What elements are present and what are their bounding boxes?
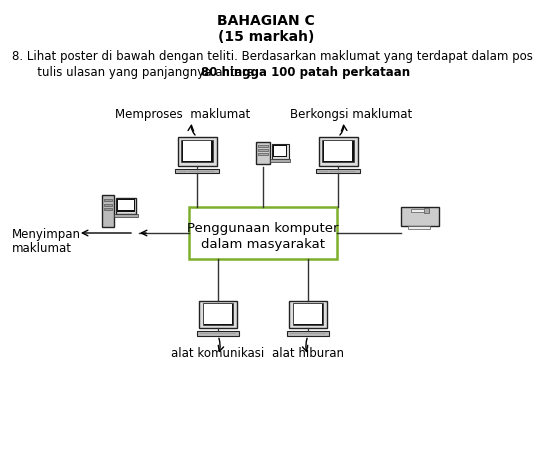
Bar [204,305,232,324]
Text: maklumat: maklumat [12,241,72,254]
Bar [424,209,430,213]
Bar [324,141,352,161]
Bar [181,140,213,162]
Text: BAHAGIAN C: BAHAGIAN C [217,14,315,28]
Bar [175,169,219,174]
Bar [410,210,430,213]
Bar [117,200,135,212]
Bar [294,305,322,324]
Bar [289,302,327,329]
Bar [104,204,112,207]
Text: (15 markah): (15 markah) [218,30,314,44]
Text: Menyimpan: Menyimpan [12,228,81,241]
Text: alat hiburan: alat hiburan [272,347,344,360]
Text: .: . [353,66,358,79]
Bar [287,331,329,336]
Bar [257,154,269,156]
Bar [203,304,233,325]
Text: 80 hingga 100 patah perkataan: 80 hingga 100 patah perkataan [201,66,410,79]
Bar [270,160,290,163]
Bar [102,196,114,228]
Bar [408,226,430,230]
Bar [177,138,216,166]
Bar [199,302,237,329]
Bar [189,207,337,259]
Bar [115,214,138,218]
Bar [272,144,289,160]
Bar [257,146,269,148]
Bar [273,146,287,157]
Text: Berkongsi maklumat: Berkongsi maklumat [290,108,412,121]
Bar [293,304,323,325]
Bar [401,207,439,226]
Bar [104,208,112,211]
Bar [118,201,134,211]
Bar [182,141,212,161]
Text: tulis ulasan yang panjangnya antara: tulis ulasan yang panjangnya antara [26,66,258,79]
Bar [322,140,353,162]
Text: alat komunikasi: alat komunikasi [172,347,264,360]
Bar [274,146,286,157]
Bar [197,331,239,336]
Text: Memproses  maklumat: Memproses maklumat [115,108,251,121]
Text: dalam masyarakat: dalam masyarakat [201,237,325,251]
Bar [257,150,269,151]
Bar [116,198,136,214]
Bar [104,200,112,202]
Bar [319,138,358,166]
Bar [256,143,270,164]
Text: 8. Lihat poster di bawah dengan teliti. Berdasarkan maklumat yang terdapat dalam: 8. Lihat poster di bawah dengan teliti. … [12,50,533,63]
Bar [316,169,360,174]
Text: Penggunaan komputer: Penggunaan komputer [187,222,339,235]
